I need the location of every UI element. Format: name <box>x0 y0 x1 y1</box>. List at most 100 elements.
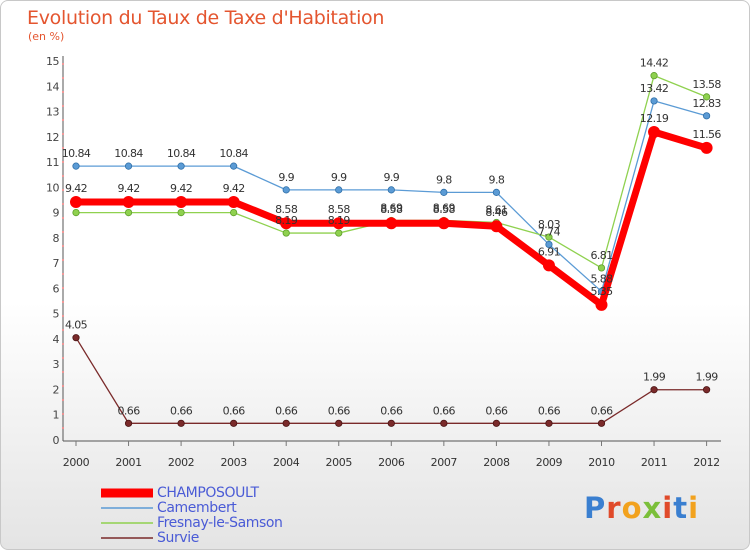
series-0-point-2000 <box>70 195 82 208</box>
data-label-0-2006: 8.58 <box>380 203 403 216</box>
x-tick-label-2005: 2005 <box>326 456 353 469</box>
legend-label-champosoult: CHAMPOSOULT <box>157 485 259 501</box>
y-tick-label-4: 4 <box>53 333 60 346</box>
y-tick-label-15: 15 <box>46 55 59 68</box>
y-tick-label-11: 11 <box>46 156 59 169</box>
data-label-3-2011: 1.99 <box>643 371 666 384</box>
series-1-point-2003 <box>230 162 238 170</box>
series-3-point-2006 <box>387 419 395 427</box>
y-tick-label-5: 5 <box>53 308 60 321</box>
series-2-point-2009 <box>545 233 553 241</box>
logo-letter: o <box>621 491 643 525</box>
series-3-point-2004 <box>282 419 290 427</box>
data-label-3-2000: 4.05 <box>65 319 88 332</box>
series-0-point-2010 <box>595 298 608 311</box>
series-1-point-2000 <box>72 162 80 170</box>
series-3-point-2005 <box>335 419 343 427</box>
data-label-2-2004: 8.19 <box>275 214 298 227</box>
data-label-2-2007: 8.69 <box>433 201 456 214</box>
data-label-3-2003: 0.66 <box>223 404 246 417</box>
series-0-point-2003 <box>227 195 240 208</box>
series-1-point-2002 <box>177 162 185 170</box>
y-tick-label-10: 10 <box>46 181 59 194</box>
data-label-0-2010: 5.35 <box>590 285 613 298</box>
y-tick-label-3: 3 <box>53 358 60 371</box>
series-0-point-2009 <box>542 259 555 272</box>
data-label-0-2005: 8.58 <box>328 203 351 216</box>
y-tick-label-2: 2 <box>53 383 60 396</box>
series-0-point-2011 <box>648 125 661 138</box>
logo-letter: P <box>584 491 607 525</box>
data-label-1-2003: 10.84 <box>219 147 248 160</box>
data-label-2-2012: 13.58 <box>692 78 721 91</box>
series-2-point-2005 <box>335 229 343 237</box>
data-label-3-2001: 0.66 <box>118 404 141 417</box>
data-label-1-2002: 10.84 <box>167 147 196 160</box>
x-tick-label-2004: 2004 <box>273 456 300 469</box>
series-3-point-2011 <box>650 386 658 394</box>
series-2-point-2003 <box>230 209 238 217</box>
x-tick-label-2007: 2007 <box>431 456 458 469</box>
y-tick-label-7: 7 <box>53 257 60 270</box>
data-label-3-2008: 0.66 <box>485 404 508 417</box>
data-label-1-2011: 13.42 <box>640 82 669 95</box>
x-tick-label-2010: 2010 <box>588 456 615 469</box>
data-label-2-2010: 6.81 <box>590 249 612 262</box>
data-label-0-2009: 6.91 <box>538 245 560 258</box>
series-1-point-2011 <box>650 97 658 105</box>
data-label-3-2006: 0.66 <box>380 404 403 417</box>
y-tick-label-6: 6 <box>53 282 60 295</box>
series-2-point-2002 <box>177 209 185 217</box>
data-label-3-2012: 1.99 <box>696 371 719 384</box>
logo-letter: i <box>662 491 674 525</box>
series-1-point-2004 <box>282 186 290 194</box>
data-label-1-2009: 7.74 <box>538 225 561 238</box>
series-3-point-2002 <box>177 419 185 427</box>
data-label-0-2011: 12.19 <box>640 112 669 125</box>
data-label-3-2009: 0.66 <box>538 404 561 417</box>
series-0-point-2006 <box>385 217 398 230</box>
data-label-0-2012: 11.56 <box>692 128 721 141</box>
series-2-point-2010 <box>597 264 606 272</box>
series-3-point-2003 <box>230 419 238 427</box>
data-label-0-2002: 9.42 <box>170 182 192 195</box>
series-1-point-2005 <box>335 186 343 194</box>
series-0-point-2001 <box>122 195 135 208</box>
series-0-point-2012 <box>700 141 713 154</box>
series-2-point-2000 <box>72 209 80 217</box>
series-3-point-2012 <box>702 386 711 394</box>
y-tick-label-12: 12 <box>46 131 59 144</box>
data-label-1-2010: 5.88 <box>590 272 613 285</box>
series-0-point-2008 <box>490 220 503 233</box>
data-label-1-2005: 9.9 <box>331 171 347 184</box>
data-label-0-2000: 9.42 <box>65 182 87 195</box>
logo-letter: x <box>642 491 663 525</box>
data-label-1-2006: 9.9 <box>383 171 399 184</box>
series-3-point-2000 <box>72 334 80 342</box>
x-tick-label-2003: 2003 <box>220 456 247 469</box>
series-3-point-2010 <box>597 419 606 427</box>
data-label-0-2004: 8.58 <box>275 203 298 216</box>
y-tick-label-9: 9 <box>53 207 60 220</box>
series-0-point-2007 <box>437 217 450 230</box>
y-tick-label-13: 13 <box>46 106 59 119</box>
series-1-point-2012 <box>702 112 711 120</box>
data-label-2-2009: 8.03 <box>538 218 561 231</box>
data-label-2-2005: 8.19 <box>328 214 351 227</box>
x-tick-label-2002: 2002 <box>168 456 194 469</box>
series-2-point-2011 <box>650 72 658 80</box>
data-label-3-2010: 0.66 <box>590 404 613 417</box>
series-3-point-2007 <box>440 419 448 427</box>
series-1-point-2006 <box>387 186 395 194</box>
data-label-1-2008: 9.8 <box>489 173 505 186</box>
series-1-point-2008 <box>492 188 500 196</box>
data-label-1-2000: 10.84 <box>62 147 91 160</box>
series-1-point-2001 <box>124 162 133 170</box>
data-label-2-2011: 14.42 <box>640 57 669 70</box>
x-tick-label-2011: 2011 <box>641 456 667 469</box>
data-label-0-2001: 9.42 <box>118 182 140 195</box>
series-2-point-2001 <box>124 209 133 217</box>
series-0-point-2002 <box>175 195 188 208</box>
legend-label-fresnay: Fresnay-le-Samson <box>157 515 283 531</box>
